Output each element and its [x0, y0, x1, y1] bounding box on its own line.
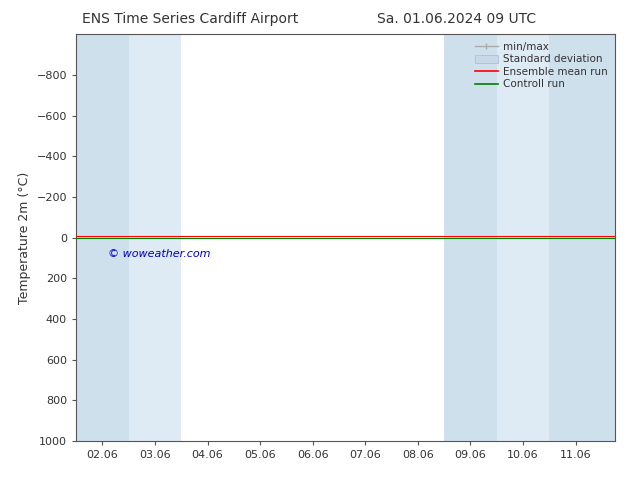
Bar — [129, 34, 181, 441]
Bar — [418, 34, 444, 441]
Bar — [444, 34, 496, 441]
Text: © woweather.com: © woweather.com — [108, 249, 210, 259]
Bar — [496, 34, 549, 441]
Y-axis label: Temperature 2m (°C): Temperature 2m (°C) — [18, 172, 31, 304]
Legend: min/max, Standard deviation, Ensemble mean run, Controll run: min/max, Standard deviation, Ensemble me… — [473, 40, 610, 92]
Bar — [76, 34, 129, 441]
Bar — [549, 34, 615, 441]
Text: Sa. 01.06.2024 09 UTC: Sa. 01.06.2024 09 UTC — [377, 12, 536, 26]
Text: ENS Time Series Cardiff Airport: ENS Time Series Cardiff Airport — [82, 12, 299, 26]
